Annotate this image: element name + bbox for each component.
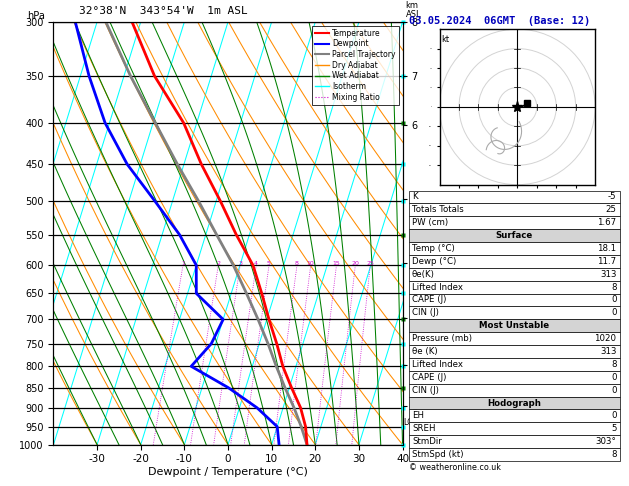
Text: SREH: SREH bbox=[412, 424, 435, 434]
Text: Most Unstable: Most Unstable bbox=[479, 321, 549, 330]
Text: 0: 0 bbox=[611, 295, 616, 305]
Text: 8: 8 bbox=[611, 360, 616, 369]
Text: km
ASL: km ASL bbox=[406, 1, 421, 19]
Text: 20: 20 bbox=[352, 261, 359, 266]
Text: 15: 15 bbox=[333, 261, 340, 266]
Text: Surface: Surface bbox=[496, 231, 533, 240]
Text: θe (K): θe (K) bbox=[412, 347, 438, 356]
Text: Temp (°C): Temp (°C) bbox=[412, 244, 455, 253]
Text: -5: -5 bbox=[608, 192, 616, 202]
Text: 5: 5 bbox=[611, 424, 616, 434]
Text: Totals Totals: Totals Totals bbox=[412, 205, 464, 214]
Text: Lifted Index: Lifted Index bbox=[412, 282, 463, 292]
Text: StmSpd (kt): StmSpd (kt) bbox=[412, 450, 464, 459]
Text: PW (cm): PW (cm) bbox=[412, 218, 448, 227]
Text: 1: 1 bbox=[181, 261, 185, 266]
Text: θe(K): θe(K) bbox=[412, 270, 435, 279]
Text: 0: 0 bbox=[611, 385, 616, 395]
Text: 303°: 303° bbox=[596, 437, 616, 446]
Text: 313: 313 bbox=[600, 270, 616, 279]
Text: LCL: LCL bbox=[403, 418, 417, 428]
Legend: Temperature, Dewpoint, Parcel Trajectory, Dry Adiabat, Wet Adiabat, Isotherm, Mi: Temperature, Dewpoint, Parcel Trajectory… bbox=[313, 26, 399, 105]
Text: StmDir: StmDir bbox=[412, 437, 442, 446]
Text: 11.7: 11.7 bbox=[598, 257, 616, 266]
Text: CAPE (J): CAPE (J) bbox=[412, 295, 447, 305]
Text: 4: 4 bbox=[254, 261, 258, 266]
Text: © weatheronline.co.uk: © weatheronline.co.uk bbox=[409, 464, 501, 472]
Text: 0: 0 bbox=[611, 411, 616, 420]
Text: 10: 10 bbox=[307, 261, 314, 266]
X-axis label: Dewpoint / Temperature (°C): Dewpoint / Temperature (°C) bbox=[148, 467, 308, 477]
Text: CAPE (J): CAPE (J) bbox=[412, 373, 447, 382]
Text: 32°38'N  343°54'W  1m ASL: 32°38'N 343°54'W 1m ASL bbox=[79, 6, 247, 16]
Text: 18.1: 18.1 bbox=[598, 244, 616, 253]
Text: 8: 8 bbox=[611, 450, 616, 459]
Text: kt: kt bbox=[442, 35, 450, 44]
Text: EH: EH bbox=[412, 411, 424, 420]
Text: 313: 313 bbox=[600, 347, 616, 356]
Text: 0: 0 bbox=[611, 308, 616, 317]
Text: Dewp (°C): Dewp (°C) bbox=[412, 257, 456, 266]
Text: 03.05.2024  06GMT  (Base: 12): 03.05.2024 06GMT (Base: 12) bbox=[409, 16, 590, 26]
Text: 5: 5 bbox=[267, 261, 271, 266]
Text: 3: 3 bbox=[238, 261, 242, 266]
Text: 25: 25 bbox=[366, 261, 374, 266]
Text: Pressure (mb): Pressure (mb) bbox=[412, 334, 472, 343]
Text: CIN (J): CIN (J) bbox=[412, 308, 439, 317]
Text: 1.67: 1.67 bbox=[598, 218, 616, 227]
Text: hPa: hPa bbox=[27, 11, 45, 20]
Text: 8: 8 bbox=[611, 282, 616, 292]
Text: 2: 2 bbox=[216, 261, 220, 266]
Text: K: K bbox=[412, 192, 418, 202]
Text: 8: 8 bbox=[295, 261, 299, 266]
Text: Hodograph: Hodograph bbox=[487, 399, 541, 408]
Text: 25: 25 bbox=[606, 205, 616, 214]
Text: 1020: 1020 bbox=[594, 334, 616, 343]
Text: CIN (J): CIN (J) bbox=[412, 385, 439, 395]
Text: 0: 0 bbox=[611, 373, 616, 382]
Text: Lifted Index: Lifted Index bbox=[412, 360, 463, 369]
Y-axis label: Mixing Ratio (g/kg): Mixing Ratio (g/kg) bbox=[454, 193, 463, 273]
